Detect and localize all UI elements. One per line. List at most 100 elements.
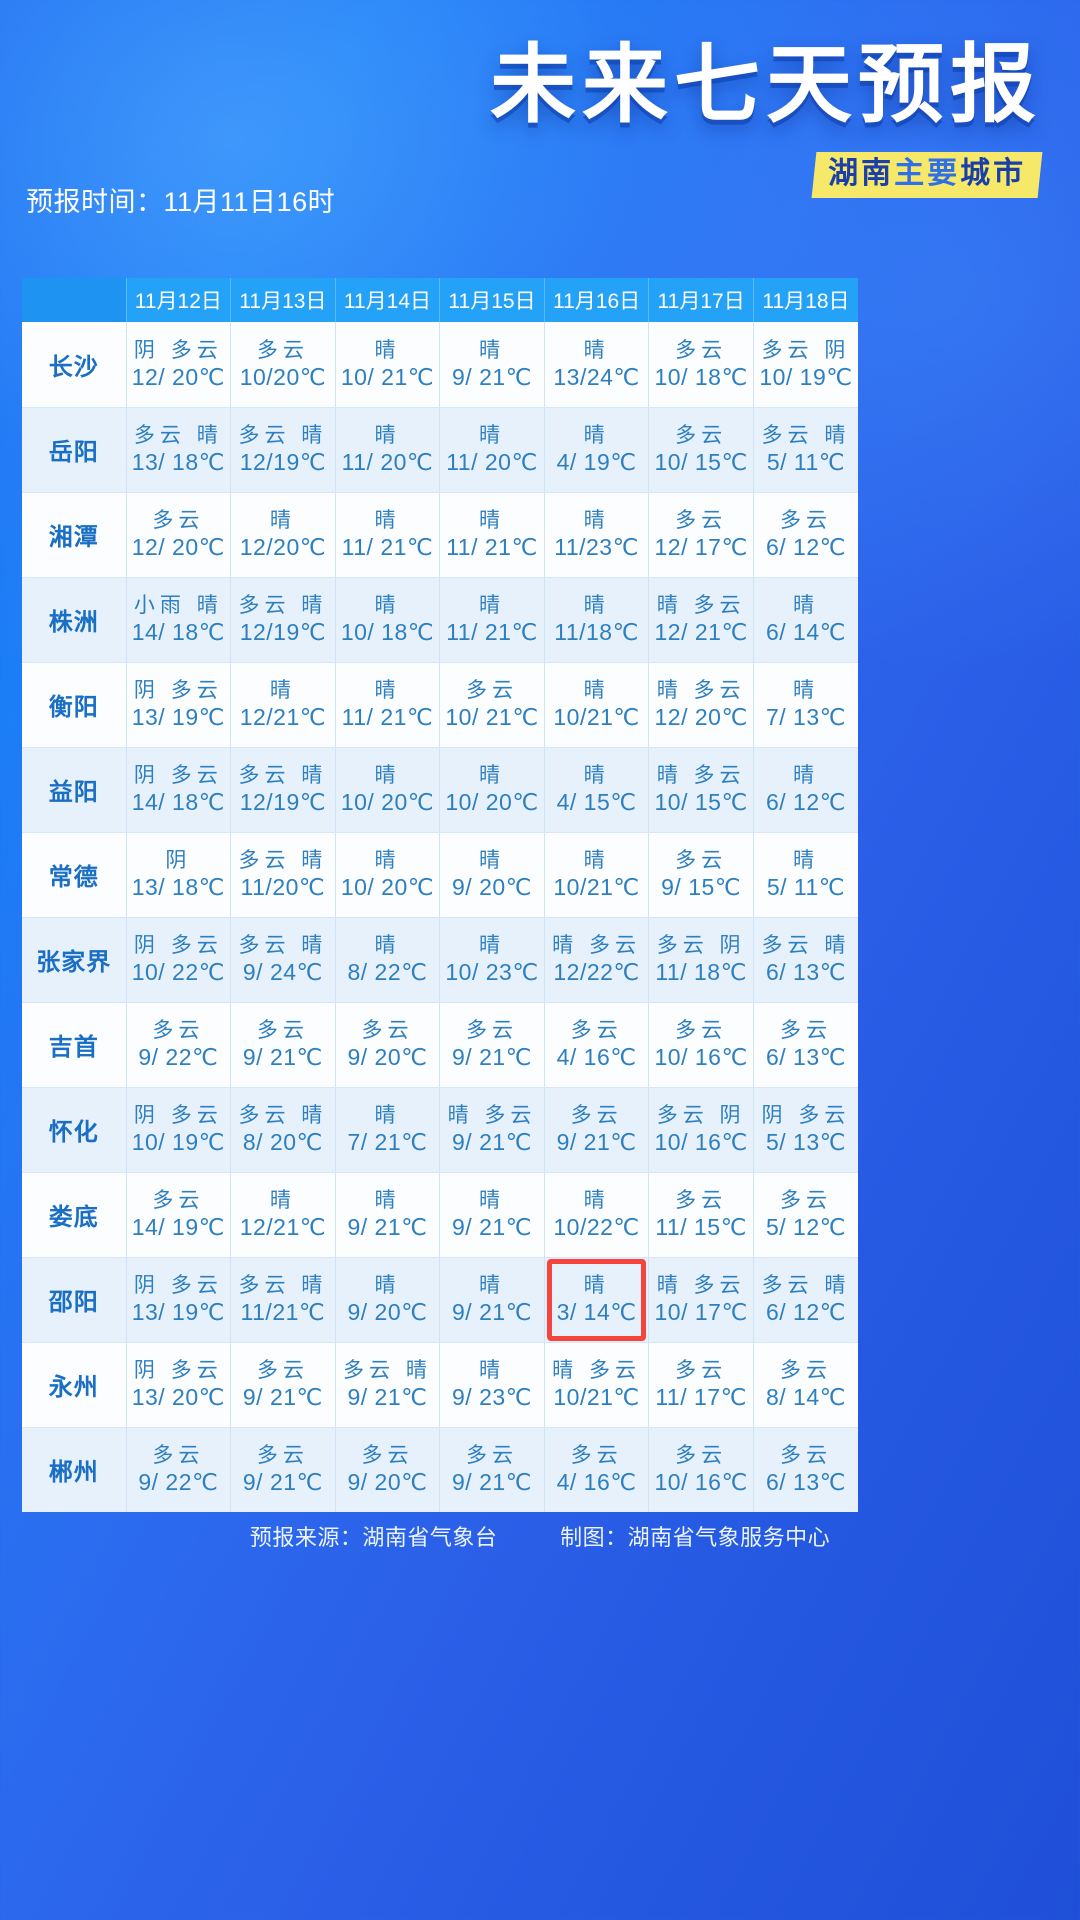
temperature-range: 10/ 21℃ <box>445 704 539 730</box>
sky-condition: 多云 阴 <box>656 934 746 957</box>
forecast-cell: 多云 12/ 17℃ <box>648 492 754 578</box>
table-row: 娄底 多云 14/ 19℃ 晴 12/21℃ 晴 9/ 21℃ 晴 9/ 21℃ 晴 10/22℃ 多… <box>22 1172 858 1258</box>
sky-condition: 晴 <box>583 1189 610 1212</box>
sky-condition: 多云 <box>570 1444 623 1468</box>
forecast-cell: 晴 9/ 21℃ <box>439 1257 545 1343</box>
forecast-cell: 多云 5/ 12℃ <box>753 1172 858 1258</box>
temperature-range: 9/ 20℃ <box>347 1299 428 1325</box>
forecast-cell: 晴 9/ 21℃ <box>335 1172 441 1258</box>
forecast-cell-inner: 小雨 晴 14/ 18℃ <box>127 578 231 662</box>
forecast-cell-inner: 晴 6/ 12℃ <box>754 748 858 832</box>
sky-condition: 多云 晴 <box>761 424 851 447</box>
temperature-range: 11/ 21℃ <box>446 534 538 560</box>
forecast-cell-inner: 晴 6/ 14℃ <box>754 578 858 662</box>
sky-condition: 多云 <box>466 1444 519 1468</box>
sky-condition: 晴 <box>374 1189 401 1212</box>
table-column-header: 11月14日 <box>335 278 441 322</box>
forecast-cell-inner: 多云 9/ 21℃ <box>545 1088 649 1172</box>
forecast-cell: 晴 12/21℃ <box>230 662 336 748</box>
table-row: 岳阳 多云 晴 13/ 18℃ 多云 晴 12/19℃ 晴 11/ 20℃ 晴 11/ 20℃ 晴… <box>22 407 858 493</box>
table-column-header: 11月18日 <box>753 278 858 322</box>
temperature-range: 8/ 22℃ <box>347 959 428 985</box>
forecast-cell-inner: 多云 10/ 21℃ <box>440 663 544 747</box>
table-header: 11月12日 11月13日 11月14日 11月15日 11月16日 11月17日 11月1… <box>22 278 858 322</box>
forecast-cell: 多云 晴 9/ 24℃ <box>230 917 336 1003</box>
sky-condition: 晴 <box>479 424 506 447</box>
forecast-cell-inner: 多云 晴 11/21℃ <box>231 1258 335 1342</box>
temperature-range: 5/ 11℃ <box>766 874 846 900</box>
forecast-cell-inner: 多云 晴 6/ 12℃ <box>754 1258 858 1342</box>
sky-condition: 晴 <box>479 594 506 617</box>
sky-condition: 多云 晴 <box>761 934 851 957</box>
forecast-cell-inner: 晴 11/ 20℃ <box>440 408 544 492</box>
forecast-cell: 晴 12/21℃ <box>230 1172 336 1258</box>
sky-condition: 多云 <box>256 1444 309 1468</box>
sky-condition: 多云 <box>675 849 728 872</box>
temperature-range: 9/ 22℃ <box>138 1044 219 1070</box>
forecast-cell-inner: 多云 9/ 20℃ <box>336 1428 440 1513</box>
table-row: 长沙阴 多云 12/ 20℃ 多云 10/20℃ 晴 10/ 21℃ 晴 9/ 21℃ 晴 13/… <box>22 322 858 408</box>
forecast-cell-inner: 晴 10/ 21℃ <box>336 322 440 407</box>
forecast-cell-inner: 多云 5/ 12℃ <box>754 1173 858 1257</box>
forecast-cell-inner: 晴 9/ 23℃ <box>440 1343 544 1427</box>
forecast-cell-inner: 晴 10/ 20℃ <box>336 833 440 917</box>
sky-condition: 晴 <box>583 424 610 447</box>
temperature-range: 12/ 20℃ <box>131 363 225 390</box>
temperature-range: 6/ 12℃ <box>765 1299 846 1325</box>
city-name-cell: 岳阳 <box>22 407 127 493</box>
forecast-cell-inner: 多云 9/ 21℃ <box>440 1428 544 1513</box>
forecast-cell-inner: 晴 4/ 15℃ <box>545 748 649 832</box>
table-body: 长沙阴 多云 12/ 20℃ 多云 10/20℃ 晴 10/ 21℃ 晴 9/ 21℃ 晴 13/… <box>22 322 858 1512</box>
forecast-cell-inner: 晴 8/ 22℃ <box>336 918 440 1002</box>
city-name-cell: 吉首 <box>22 1002 127 1088</box>
forecast-cell: 多云 9/ 21℃ <box>544 1087 650 1173</box>
sky-condition: 多云 晴 <box>238 594 328 617</box>
table-header-row: 11月12日 11月13日 11月14日 11月15日 11月16日 11月17日 11月1… <box>22 278 858 322</box>
forecast-cell-inner: 多云 4/ 16℃ <box>545 1003 649 1087</box>
forecast-cell: 晴 12/20℃ <box>230 492 336 578</box>
city-name-cell: 长沙 <box>22 322 127 408</box>
forecast-cell-inner: 多云 10/ 18℃ <box>649 322 753 407</box>
forecast-cell-inner: 多云 11/ 17℃ <box>649 1343 753 1427</box>
forecast-cell: 多云 晴 12/19℃ <box>230 577 336 663</box>
temperature-range: 10/ 20℃ <box>340 789 435 815</box>
temperature-range: 13/ 18℃ <box>131 449 225 475</box>
subtitle-part-main: 主要 <box>894 157 961 190</box>
temperature-range: 10/ 19℃ <box>759 363 853 390</box>
forecast-cell: 晴 9/ 21℃ <box>439 322 545 408</box>
forecast-cell: 多云 8/ 14℃ <box>753 1342 858 1428</box>
page-header: 未来七天预报 湖南主要城市 预报时间：11月11日16时 <box>0 0 1080 232</box>
temperature-range: 10/22℃ <box>553 1214 640 1240</box>
forecast-cell: 阴 多云 5/ 13℃ <box>753 1087 858 1173</box>
forecast-cell: 多云 11/ 17℃ <box>648 1342 754 1428</box>
forecast-cell: 多云 10/ 16℃ <box>648 1427 754 1513</box>
temperature-range: 12/ 20℃ <box>131 534 225 560</box>
forecast-cell: 阴 多云 13/ 19℃ <box>126 1257 232 1343</box>
forecast-cell-inner: 阴 多云 10/ 19℃ <box>127 1088 231 1172</box>
temperature-range: 11/ 15℃ <box>655 1214 747 1240</box>
forecast-cell: 多云 阴 11/ 18℃ <box>648 917 754 1003</box>
forecast-cell: 晴 11/ 21℃ <box>439 492 545 578</box>
temperature-range: 6/ 13℃ <box>765 1469 846 1496</box>
forecast-cell: 晴 5/ 11℃ <box>753 832 858 918</box>
forecast-cell-inner: 晴 10/ 18℃ <box>336 578 440 662</box>
forecast-cell-inner: 多云 晴 12/19℃ <box>231 748 335 832</box>
temperature-range: 13/ 18℃ <box>131 874 225 900</box>
forecast-cell: 晴 7/ 21℃ <box>335 1087 441 1173</box>
temperature-range: 9/ 21℃ <box>452 1214 533 1240</box>
forecast-cell: 多云 晴 9/ 21℃ <box>335 1342 441 1428</box>
sky-condition: 阴 多云 <box>133 764 223 787</box>
sky-condition: 多云 <box>256 338 309 362</box>
sky-condition: 阴 多云 <box>133 1359 223 1382</box>
sky-condition: 晴 多云 <box>552 934 641 957</box>
temperature-range: 12/22℃ <box>553 959 640 985</box>
forecast-cell-inner: 晴 多云 12/22℃ <box>545 918 649 1002</box>
footer-source: 预报来源：湖南省气象台 <box>249 1525 498 1550</box>
sky-condition: 多云 <box>675 424 728 447</box>
forecast-cell: 晴 9/ 21℃ <box>439 1172 545 1258</box>
forecast-cell-inner: 多云 晴 12/19℃ <box>231 408 335 492</box>
sky-condition: 多云 阴 <box>656 1104 746 1127</box>
forecast-cell: 多云 11/ 15℃ <box>648 1172 754 1258</box>
sky-condition: 多云 <box>466 679 519 702</box>
forecast-cell-inner: 多云 10/ 16℃ <box>649 1428 753 1513</box>
